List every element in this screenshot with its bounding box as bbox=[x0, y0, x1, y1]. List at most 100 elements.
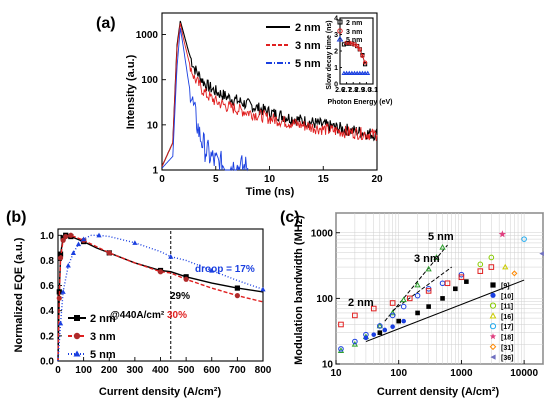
c-legend-label: [36] bbox=[501, 355, 513, 362]
b-x-tick-label: 100 bbox=[75, 365, 92, 376]
c-point-2nm bbox=[444, 280, 451, 287]
b-legend-marker-5nm bbox=[73, 350, 81, 357]
panel-a-y-axis-label: Intensity (a.u.) bbox=[125, 54, 137, 129]
c-point-2nm bbox=[389, 300, 396, 306]
c-point-10 bbox=[363, 335, 369, 341]
b-y-tick-label: 0.2 bbox=[40, 331, 54, 342]
c-y-tick-label: 10 bbox=[322, 360, 334, 371]
c-point-5nm bbox=[337, 347, 345, 353]
b-legend-label-3nm: 3 nm bbox=[90, 331, 116, 343]
c-legend-label: [16] bbox=[501, 314, 513, 321]
c-fit-line bbox=[365, 279, 525, 342]
a-y-tick-label: 1 bbox=[152, 166, 158, 177]
c-point-9 bbox=[453, 286, 458, 292]
a-x-tick-label: 5 bbox=[213, 174, 219, 185]
c-point-5nm bbox=[433, 254, 440, 260]
panel-a-chart: (a) Time (ns) Intensity (a.u.) 0 5 10 15 201… bbox=[96, 12, 393, 198]
inset-x-tick-label: 2.7 bbox=[342, 87, 352, 94]
inset-point-5nm bbox=[359, 70, 365, 76]
b-point-5nm bbox=[70, 250, 76, 255]
c-point-3nm bbox=[414, 292, 421, 299]
c-y-tick-label: 1000 bbox=[311, 228, 334, 239]
inset-legend-label-2nm: 2 nm bbox=[346, 20, 362, 27]
panel-c-line-label-2nm: 2 nm bbox=[348, 297, 374, 309]
c-point-17 bbox=[521, 236, 527, 242]
a-x-tick-label: 20 bbox=[371, 174, 383, 185]
c-legend-marker bbox=[489, 333, 497, 340]
c-legend-marker bbox=[489, 343, 497, 351]
panel-b-y-axis-label: Normalized EQE (a.u.) bbox=[13, 237, 25, 352]
inset-point-5nm bbox=[365, 70, 371, 76]
c-point-5nm bbox=[425, 265, 432, 272]
a-series-2nm bbox=[161, 20, 378, 167]
a-series-5nm bbox=[161, 27, 249, 172]
b-series-3nm bbox=[57, 234, 264, 362]
c-point-9 bbox=[440, 296, 445, 301]
b-y-tick-label: 0.6 bbox=[40, 281, 54, 292]
c-point-9 bbox=[396, 318, 402, 324]
b-point-5nm bbox=[60, 289, 66, 294]
c-legend-marker bbox=[489, 302, 497, 309]
inset-point-2nm bbox=[362, 62, 368, 67]
c-point-3nm bbox=[389, 312, 396, 319]
c-point-2nm bbox=[338, 321, 344, 328]
b-series-2nm bbox=[57, 234, 264, 362]
c-point-18 bbox=[498, 230, 507, 238]
inset-legend-marker-5nm bbox=[336, 36, 344, 42]
c-fit-line bbox=[384, 244, 448, 322]
b-point-5nm bbox=[65, 262, 71, 268]
b-point-5nm bbox=[209, 267, 215, 273]
c-legend-marker bbox=[490, 282, 496, 288]
inset-legend-marker-2nm bbox=[337, 19, 343, 25]
b-legend-marker-3nm bbox=[73, 332, 81, 340]
inset-y-tick-label: 1 bbox=[334, 65, 338, 72]
b-point-5nm bbox=[75, 241, 82, 247]
c-legend-label: [9] bbox=[501, 283, 510, 290]
b-point-3nm bbox=[60, 237, 66, 243]
panel-b-legend: 2 nm 3 nm 5 nm bbox=[68, 313, 116, 361]
b-point-5nm bbox=[57, 320, 64, 326]
b-point-3nm bbox=[106, 250, 112, 256]
c-point-3nm bbox=[377, 323, 383, 329]
a-x-tick-label: 10 bbox=[264, 174, 276, 185]
panel-c-x-axis-label: Current density (A/cm²) bbox=[377, 386, 500, 398]
c-fit-line bbox=[392, 266, 452, 312]
b-point-5nm bbox=[168, 254, 174, 259]
legend-label-3nm: 3 nm bbox=[295, 40, 321, 52]
b-x-tick-label: 200 bbox=[101, 365, 118, 376]
inset-x-tick-label: 3.1 bbox=[368, 87, 378, 94]
panel-c-y-axis-label: Modulation bandwidth (MHz) bbox=[293, 215, 305, 365]
inset-y-tick-label: 2 bbox=[334, 49, 338, 56]
c-point-10 bbox=[382, 327, 388, 333]
c-point-2nm bbox=[458, 274, 465, 281]
inset-point-5nm bbox=[349, 70, 355, 76]
inset-x-tick-label: 3.0 bbox=[362, 87, 372, 94]
c-point-3nm bbox=[352, 338, 358, 345]
panel-b-plot-frame bbox=[57, 228, 264, 362]
panel-b-current-annotation: @440A/cm² bbox=[110, 310, 165, 321]
c-point-36 bbox=[539, 251, 544, 256]
b-y-tick-label: 1.0 bbox=[40, 231, 54, 242]
inset-x-tick-label: 2.6 bbox=[335, 87, 345, 94]
inset-point-5nm bbox=[344, 70, 350, 76]
c-point-2nm bbox=[488, 264, 495, 270]
c-x-tick-label: 1000 bbox=[450, 368, 473, 379]
c-point-5nm bbox=[389, 309, 396, 316]
panel-c-line-label-3nm: 3 nm bbox=[414, 253, 440, 265]
b-point-3nm bbox=[56, 295, 62, 301]
inset-y-axis-label: Slow decay time (ns) bbox=[326, 20, 333, 89]
c-point-9 bbox=[464, 279, 469, 284]
inset-point-3nm bbox=[344, 40, 349, 45]
c-point-2nm bbox=[370, 305, 377, 312]
inset-legend: 2 nm 3 nm 5 nm bbox=[336, 19, 362, 44]
b-x-tick-label: 800 bbox=[255, 365, 272, 376]
b-x-tick-label: 300 bbox=[127, 365, 144, 376]
b-x-tick-label: 700 bbox=[229, 365, 246, 376]
a-y-tick-label: 1000 bbox=[136, 30, 159, 41]
inset-point-3nm bbox=[362, 60, 368, 65]
c-point-11 bbox=[488, 254, 495, 261]
inset-y-tick-label: 0 bbox=[334, 82, 338, 89]
inset-x-axis-label: Photon Energy (eV) bbox=[328, 99, 393, 106]
inset-legend-label-5nm: 5 nm bbox=[346, 37, 362, 44]
